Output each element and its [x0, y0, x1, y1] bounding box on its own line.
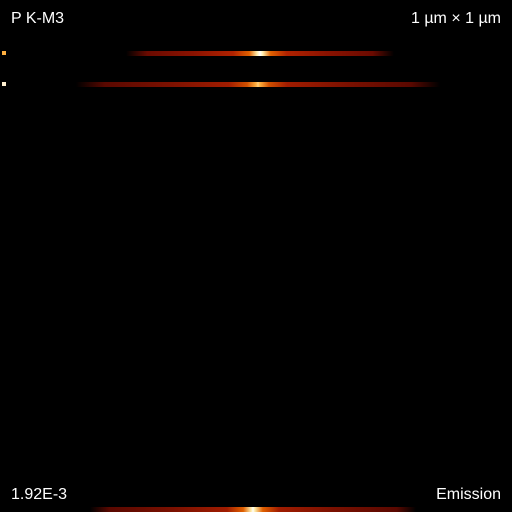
emission-stripe-1: [126, 51, 394, 56]
element-line-label: P K-M3: [11, 10, 65, 27]
row-marker-1: [2, 51, 6, 55]
color-scale-bar: [90, 507, 416, 512]
max-intensity-label: 1.92E-3: [11, 486, 68, 503]
row-marker-2: [2, 82, 6, 86]
mode-label: Emission: [436, 486, 501, 503]
emission-stripe-2: [76, 82, 440, 87]
field-of-view-label: 1 µm × 1 µm: [410, 10, 501, 27]
